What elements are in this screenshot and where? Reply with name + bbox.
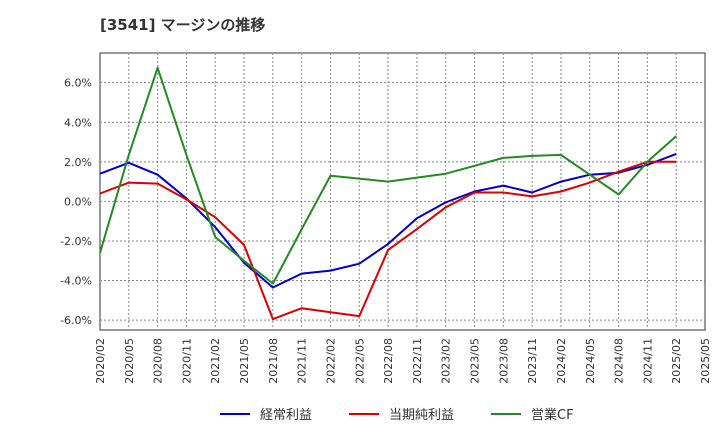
legend-label: 経常利益 bbox=[260, 408, 312, 423]
x-tick-label: 2022/08 bbox=[382, 338, 395, 384]
x-tick-label: 2020/11 bbox=[180, 338, 193, 384]
legend-label: 当期純利益 bbox=[389, 408, 454, 423]
y-tick-label: 4.0% bbox=[64, 116, 92, 129]
x-tick-label: 2020/02 bbox=[94, 338, 107, 384]
x-tick-label: 2022/05 bbox=[353, 338, 366, 384]
series-line bbox=[99, 66, 677, 285]
legend: 経常利益 当期純利益 営業CF bbox=[220, 407, 574, 423]
y-tick-label: 0.0% bbox=[64, 195, 92, 208]
x-tick-label: 2022/11 bbox=[411, 338, 424, 384]
y-tick-label: -4.0% bbox=[60, 275, 92, 288]
x-tick-label: 2023/11 bbox=[526, 338, 539, 384]
x-tick-label: 2023/08 bbox=[497, 338, 510, 384]
legend-label: 営業CF bbox=[531, 407, 574, 423]
x-tick-label: 2020/08 bbox=[152, 338, 165, 384]
x-tick-label: 2021/08 bbox=[267, 338, 280, 384]
x-tick-label: 2024/05 bbox=[584, 338, 597, 384]
grid-lines bbox=[100, 53, 705, 330]
y-axis-tick-labels: -6.0% -4.0% -2.0% 0.0% 2.0% 4.0% 6.0% bbox=[60, 77, 92, 327]
series-lines bbox=[99, 66, 677, 321]
x-tick-label: 2022/02 bbox=[324, 338, 337, 384]
series-line bbox=[99, 152, 677, 289]
x-tick-label: 2021/11 bbox=[296, 338, 309, 384]
x-axis-tick-labels: 2020/02 2020/05 2020/08 2020/11 2021/02 2021/… bbox=[94, 338, 712, 384]
y-tick-label: -6.0% bbox=[60, 314, 92, 327]
x-tick-label: 2023/02 bbox=[440, 338, 453, 384]
x-tick-label: 2024/11 bbox=[641, 338, 654, 384]
series-line bbox=[99, 160, 677, 321]
chart-title: [3541] マージンの推移 bbox=[100, 16, 266, 34]
x-tick-label: 2021/02 bbox=[209, 338, 222, 384]
y-tick-label: 6.0% bbox=[64, 77, 92, 90]
x-tick-label: 2024/02 bbox=[555, 338, 568, 384]
y-tick-label: -2.0% bbox=[60, 235, 92, 248]
x-tick-label: 2023/05 bbox=[469, 338, 482, 384]
y-tick-label: 2.0% bbox=[64, 156, 92, 169]
x-tick-label: 2025/05 bbox=[699, 338, 712, 384]
x-tick-label: 2020/05 bbox=[123, 338, 136, 384]
x-tick-label: 2021/05 bbox=[238, 338, 251, 384]
plot-area bbox=[99, 52, 706, 331]
x-tick-label: 2024/08 bbox=[613, 338, 626, 384]
x-tick-label: 2025/02 bbox=[670, 338, 683, 384]
